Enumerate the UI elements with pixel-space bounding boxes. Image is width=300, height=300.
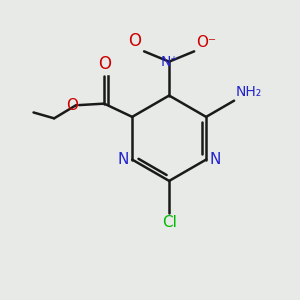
Text: NH₂: NH₂ [236,85,262,99]
Text: O: O [98,55,111,73]
Text: O⁻: O⁻ [196,35,216,50]
Text: O: O [66,98,78,112]
Text: N⁺: N⁺ [160,55,178,69]
Text: O: O [128,32,141,50]
Text: N: N [117,152,129,167]
Text: N: N [210,152,221,167]
Text: Cl: Cl [162,215,177,230]
